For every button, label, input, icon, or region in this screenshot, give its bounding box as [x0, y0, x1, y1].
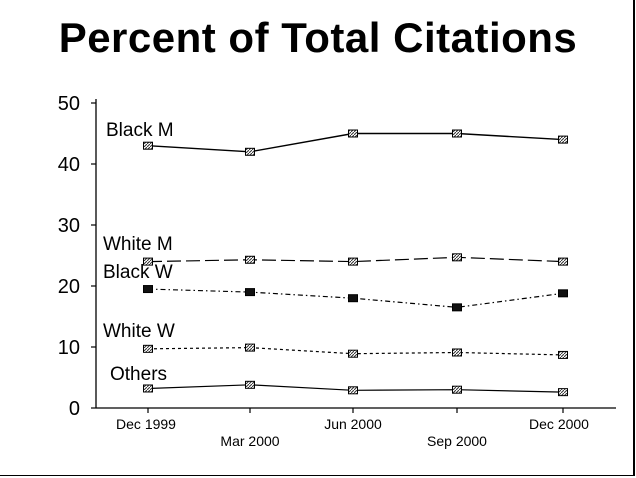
x-tick-label: Jun 2000 [324, 416, 382, 432]
x-tick-label: Sep 2000 [427, 433, 487, 449]
data-point [558, 135, 568, 144]
x-tick-label: Mar 2000 [220, 433, 279, 449]
y-tick-label: 40 [58, 154, 80, 176]
series-label: Others [110, 364, 167, 385]
data-point [558, 388, 568, 397]
y-tick-label: 0 [69, 398, 80, 420]
series-label: Black M [106, 120, 174, 141]
data-point [558, 350, 568, 359]
x-tick-label: Dec 1999 [116, 416, 176, 432]
data-point [143, 384, 153, 393]
data-point [348, 294, 358, 303]
data-point [452, 129, 462, 138]
data-point [452, 385, 462, 394]
data-point [143, 344, 153, 353]
series-label: Black W [103, 262, 173, 283]
data-point [348, 257, 358, 266]
data-point [348, 129, 358, 138]
series-label: White M [103, 234, 173, 255]
data-point [143, 257, 153, 266]
data-point [558, 289, 568, 298]
y-tick-label: 30 [58, 215, 80, 237]
chart-title: Percent of Total Citations [58, 14, 578, 61]
data-point [143, 285, 153, 294]
y-tick-label: 10 [58, 337, 80, 359]
data-point [245, 380, 255, 389]
y-tick-label: 50 [58, 93, 80, 115]
data-point [452, 348, 462, 357]
data-point [558, 257, 568, 266]
series-label: White W [103, 321, 175, 342]
data-point [452, 303, 462, 312]
series-line [147, 256, 564, 263]
data-point [245, 288, 255, 297]
data-point [452, 253, 462, 262]
data-point [143, 141, 153, 150]
data-point [245, 147, 255, 156]
data-point [245, 343, 255, 352]
data-point [348, 349, 358, 358]
data-point [348, 386, 358, 395]
y-tick-label: 20 [58, 276, 80, 298]
x-tick-label: Dec 2000 [529, 416, 589, 432]
data-point [245, 255, 255, 264]
